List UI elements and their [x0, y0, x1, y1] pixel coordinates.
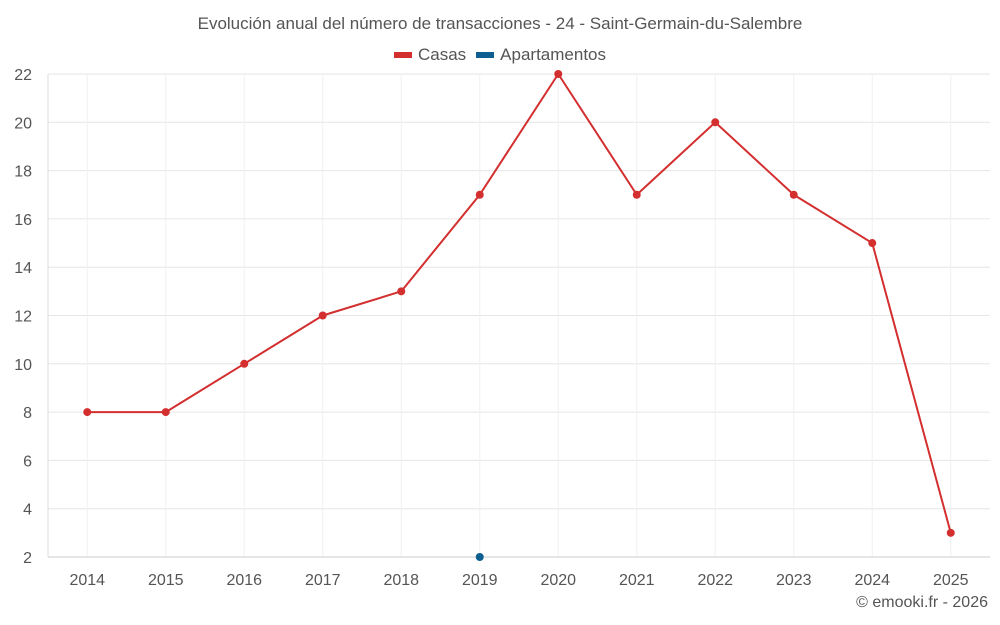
x-tick-label: 2014	[69, 572, 105, 589]
data-point-casas	[83, 408, 92, 417]
x-tick-label: 2024	[854, 572, 890, 589]
grid-layer	[48, 73, 990, 558]
legend-swatch-casas	[393, 52, 412, 58]
data-point-casas	[632, 190, 641, 199]
y-tick-label: 6	[23, 453, 32, 470]
legend-label-apartamentos: Apartamentos	[500, 45, 607, 64]
chart-legend: Casas Apartamentos	[0, 45, 1000, 65]
y-tick-label: 10	[14, 357, 32, 374]
y-tick-label: 22	[14, 67, 32, 84]
x-tick-label: 2019	[462, 572, 498, 589]
credit-text: © emooki.fr - 2026	[856, 594, 988, 611]
data-point-casas	[161, 408, 170, 417]
y-tick-label: 16	[14, 212, 32, 229]
data-point-casas	[711, 118, 720, 127]
x-tick-label: 2017	[305, 572, 341, 589]
series-layer	[83, 70, 955, 561]
data-point-casas	[554, 70, 563, 78]
data-point-casas	[475, 190, 484, 199]
y-tick-label: 8	[23, 405, 32, 422]
x-tick-label: 2021	[619, 572, 655, 589]
x-tick-label: 2016	[226, 572, 262, 589]
y-tick-label: 14	[14, 260, 32, 277]
data-point-casas	[318, 311, 327, 320]
x-tick-label: 2018	[383, 572, 419, 589]
data-point-apartamentos	[475, 553, 484, 561]
x-tick-label: 2015	[148, 572, 184, 589]
data-point-casas	[397, 287, 406, 296]
y-tick-label: 4	[23, 502, 32, 519]
x-tick-label: 2025	[933, 572, 969, 589]
legend-swatch-apartamentos	[476, 52, 495, 58]
y-tick-label: 20	[14, 115, 32, 132]
chart-title: Evolución anual del número de transaccio…	[197, 14, 803, 33]
y-tick-label: 12	[14, 309, 32, 326]
x-tick-label: 2020	[540, 572, 576, 589]
x-tick-label: 2023	[776, 572, 812, 589]
y-tick-label: 2	[23, 550, 32, 567]
legend-label-casas: Casas	[417, 45, 467, 64]
data-point-casas	[789, 190, 798, 199]
y-tick-label: 18	[14, 164, 32, 181]
series-line-casas	[87, 73, 952, 534]
data-point-casas	[868, 239, 877, 248]
data-point-casas	[946, 528, 955, 537]
legend-item-casas[interactable]: Casas	[393, 45, 467, 65]
legend-item-apartamentos[interactable]: Apartamentos	[476, 45, 606, 65]
x-tick-label: 2022	[697, 572, 733, 589]
data-point-casas	[240, 359, 249, 368]
